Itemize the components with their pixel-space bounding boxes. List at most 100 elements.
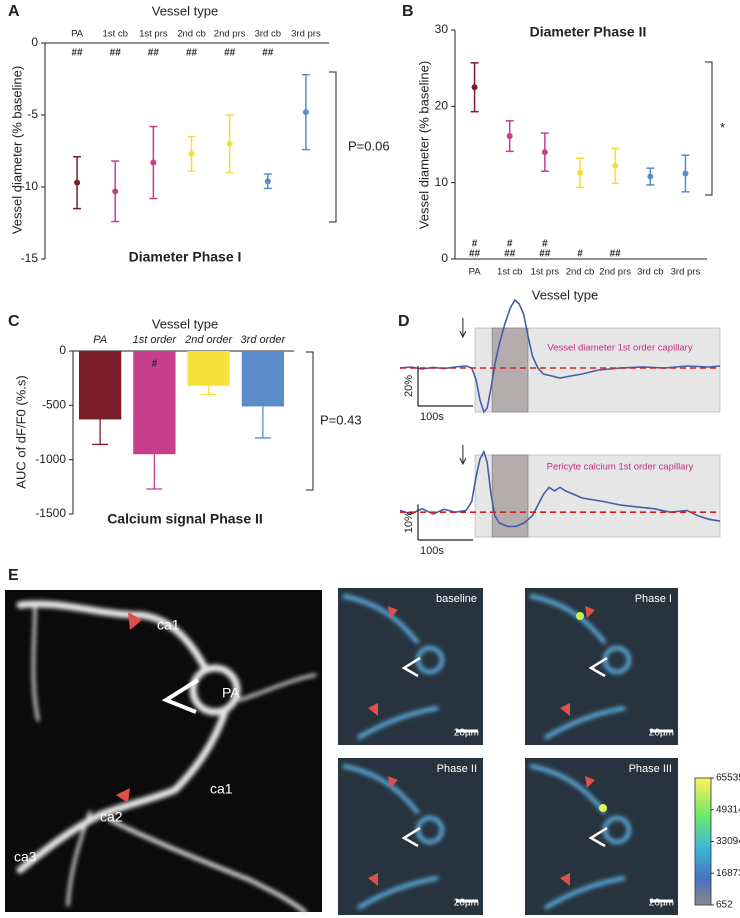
panel-letter: E	[8, 567, 19, 584]
significance-mark: ##	[469, 249, 481, 260]
colorbar-tick-label: 49314	[716, 804, 740, 815]
x-tick-label: 2nd prs	[599, 267, 631, 278]
chart-title: Diameter Phase I	[129, 249, 242, 265]
x-tick-label: 2nd order	[184, 334, 233, 346]
data-point	[682, 170, 689, 177]
significance-mark: ##	[110, 48, 122, 59]
colorbar	[694, 777, 712, 906]
structure-label: ca1	[157, 617, 180, 633]
significance-mark: ##	[539, 249, 551, 260]
bracket-label: P=0.06	[348, 138, 390, 153]
significance-mark: ##	[186, 48, 198, 59]
x-tick-label: PA	[71, 29, 84, 40]
x-tick-label: 3rd cb	[255, 29, 281, 40]
y-axis-label: AUC of dF/F0 (%.s)	[13, 375, 28, 488]
y-tick-label: -1500	[35, 506, 66, 520]
data-point	[612, 162, 619, 169]
y-tick-label: -1000	[35, 452, 66, 466]
x-tick-label: 2nd cb	[566, 267, 595, 278]
inset	[525, 758, 678, 915]
x-tick-label: 3rd prs	[291, 29, 321, 40]
dark-shaded-period	[491, 327, 529, 413]
x-axis-label: Vessel type	[532, 287, 599, 302]
data-point	[541, 149, 548, 156]
x-tick-label: PA	[93, 334, 107, 346]
bracket-label: P=0.43	[320, 412, 362, 427]
bracket	[705, 61, 713, 196]
structure-label: ca3	[14, 849, 37, 865]
significance-mark: #	[507, 239, 513, 250]
y-tick-label: -15	[21, 251, 39, 265]
colorbar-tick-label: 65535	[716, 773, 740, 784]
scale-bar-label: 10%	[403, 511, 415, 533]
x-tick-label: 1st prs	[531, 267, 560, 278]
scale-bar-label: 100s	[420, 411, 444, 423]
colorbar-tick-label: 16873	[716, 868, 740, 879]
y-tick-label: 20	[435, 99, 449, 113]
data-point	[471, 84, 478, 91]
significance-mark: ##	[610, 249, 622, 260]
colorbar-tick-label: 33094	[716, 836, 740, 847]
stimulus-arrowhead	[459, 330, 467, 339]
y-tick-label: -5	[27, 107, 38, 121]
significance-mark: ##	[224, 48, 236, 59]
x-axis-label: Vessel type	[152, 316, 219, 331]
significance-mark: #	[577, 249, 583, 260]
dark-shaded-period	[491, 454, 529, 538]
data-point	[188, 150, 195, 157]
structure-label: PA	[222, 685, 240, 701]
scale-label: 20µm	[454, 728, 479, 739]
data-point	[647, 173, 654, 180]
y-tick-label: 10	[435, 175, 449, 189]
scale-label: 20µm	[649, 728, 674, 739]
micrograph	[5, 590, 322, 914]
data-point	[264, 178, 271, 185]
scale-bar-label: 20%	[403, 375, 415, 397]
scale-label: 20µm	[454, 898, 479, 909]
data-point	[74, 179, 81, 186]
x-tick-label: 3rd cb	[637, 267, 663, 278]
y-tick-label: -500	[42, 398, 66, 412]
pericyte-marker	[128, 612, 142, 630]
structure-label: ca1	[210, 781, 233, 797]
x-tick-label: 2nd prs	[214, 29, 246, 40]
y-tick-label: 0	[31, 35, 38, 49]
image-background	[5, 590, 322, 912]
inset	[338, 758, 483, 915]
panel-letter: D	[398, 313, 410, 330]
data-point	[302, 109, 309, 116]
chart-title: Calcium signal Phase II	[107, 511, 263, 527]
y-tick-label: 30	[435, 22, 449, 36]
chart-title: Diameter Phase II	[530, 24, 647, 40]
significance-mark: #	[542, 239, 548, 250]
x-tick-label: 3rd prs	[671, 267, 701, 278]
panel-letter: A	[8, 3, 20, 20]
significance-mark: ##	[72, 48, 84, 59]
scale-bar-label: 100s	[420, 545, 444, 557]
stimulus-arrowhead	[459, 457, 467, 466]
x-tick-label: 3rd order	[241, 334, 287, 346]
trace-label: Vessel diameter 1st order capillary	[547, 343, 692, 354]
significance-mark: #	[472, 239, 478, 250]
y-tick-label: 0	[441, 251, 448, 265]
inset-images	[338, 588, 678, 915]
x-tick-label: 1st order	[133, 334, 178, 346]
bar	[78, 351, 122, 420]
inset	[338, 588, 483, 745]
trace-label: Pericyte calcium 1st order capillary	[547, 462, 694, 473]
x-tick-label: 1st prs	[139, 29, 168, 40]
inset-title: baseline	[436, 593, 477, 605]
x-tick-label: PA	[469, 267, 482, 278]
inset-title: Phase II	[437, 763, 477, 775]
bracket-label: *	[720, 120, 725, 135]
y-axis-label: Vessel diameter (% baseline)	[9, 66, 24, 234]
y-tick-label: 0	[59, 343, 66, 357]
significance-mark: #	[152, 359, 158, 370]
vessel-structures	[16, 600, 317, 914]
data-point	[577, 169, 583, 176]
x-tick-label: 2nd cb	[177, 29, 206, 40]
arrow-marker	[161, 678, 200, 714]
data-point	[112, 188, 119, 195]
panel-letter: B	[402, 3, 414, 20]
